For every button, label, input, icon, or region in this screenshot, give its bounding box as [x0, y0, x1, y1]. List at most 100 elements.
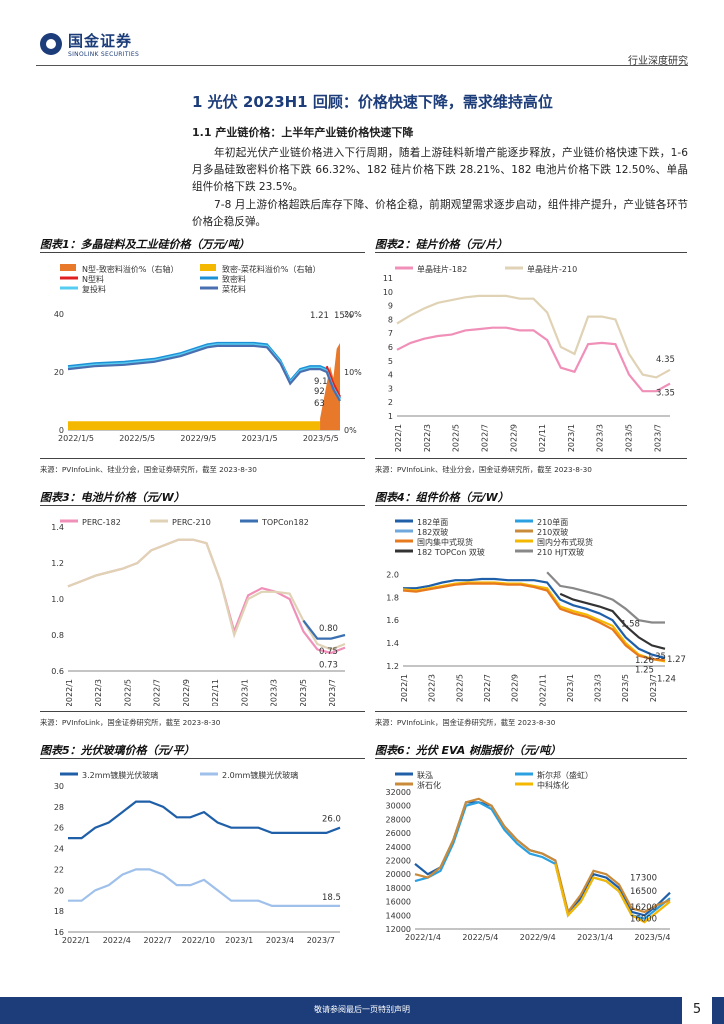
series-line-0 [68, 800, 341, 840]
figure-6-rule [375, 758, 687, 759]
legend-swatch-1 [200, 264, 216, 271]
y-tick-4: 24 [54, 845, 64, 854]
x-tick-7: 2023/3 [596, 424, 605, 452]
figure-1-source: 来源：PVInfoLink、硅业分会，国金证券研究所，截至 2023-8-30 [40, 465, 257, 474]
x-tick-3: 2022/7 [483, 674, 492, 702]
value-label-0: 0.80 [319, 624, 338, 634]
x-tick-0: 2022/1 [394, 424, 403, 452]
x-tick-9: 2023/7 [653, 424, 662, 452]
x-tick-0: 2022/1 [62, 936, 90, 945]
series-line-0 [396, 326, 671, 393]
x-tick-1: 2022/5/4 [462, 933, 498, 942]
value-label-1: 15% [334, 311, 353, 321]
y-tick-2: 20 [54, 886, 64, 895]
y-tick-3: 22 [54, 865, 64, 874]
area-ntype-premium [320, 343, 340, 430]
series-line-1 [67, 538, 346, 651]
x-tick-9: 2023/7 [328, 679, 337, 706]
x-tick-6: 2023/7 [307, 936, 335, 945]
x-tick-0: 2022/1/5 [58, 434, 94, 443]
x-tick-2: 2022/7 [144, 936, 172, 945]
y-tick-1: 20 [54, 368, 64, 377]
series-line-4 [402, 582, 666, 662]
x-tick-0: 2022/1 [400, 674, 409, 702]
x-tick-5: 2023/4 [266, 936, 294, 945]
figure-1-rule [40, 252, 365, 253]
y-tick-0: 12000 [386, 925, 411, 934]
chart-glass-price: 3.2mm镀膜光伏玻璃 2.0mm镀膜光伏玻璃 16 18 20 22 24 26 28 30 20… [54, 770, 341, 945]
section-title: 1 光伏 2023H1 回顾：价格快速下降，需求维持高位 [192, 93, 553, 111]
x-tick-3: 2023/1/4 [577, 933, 613, 942]
y-tick-0: 1.2 [386, 662, 399, 671]
chart-eva-price: 联泓 斯尔邦（盛虹） 浙石化 中科炼化 12000 14000 16000 18000 2000… [386, 770, 671, 942]
y-tick-2: 1.6 [386, 616, 399, 625]
y-tick-0: 0.6 [51, 667, 64, 676]
y-tick-4: 20000 [386, 870, 411, 879]
x-tick-4: 2022/9 [509, 424, 518, 452]
value-label-4: 1.25 [635, 665, 654, 675]
x-tick-2: 2022/5 [123, 679, 132, 706]
series-line-0 [403, 577, 666, 660]
figure-3-source: 来源：PVInfoLink，国金证券研究所，截至 2023-8-30 [40, 718, 221, 727]
y2-tick-0: 0% [344, 426, 357, 435]
y-tick-9: 30000 [386, 802, 411, 811]
series-line-1 [559, 592, 666, 650]
y-tick-8: 9 [388, 302, 393, 311]
y-tick-4: 2.0 [386, 570, 399, 579]
y-tick-0: 16 [54, 928, 64, 937]
y-tick-3: 1.8 [386, 593, 399, 602]
y-tick-2: 1.0 [51, 595, 64, 604]
legend-label-7: 210 HJT双玻 [537, 547, 584, 557]
x-tick-2: 2022/5 [452, 424, 461, 452]
figure-2-title: 图表2：硅片价格（元/片） [375, 238, 508, 251]
x-tick-0: 2022/1/4 [405, 933, 441, 942]
figure-1-bottom-rule [40, 458, 365, 459]
x-tick-2: 2022/5 [455, 674, 464, 702]
paragraph-2: 7-8 月上游价格超跌后库存下降、价格企稳，前期观望需求逐步启动，组件排产提升，… [192, 199, 688, 228]
value-label-1: 1.35 [647, 652, 666, 662]
x-tick-4: 2022/9 [182, 679, 191, 706]
legend-label-2: TOPCon182 [261, 518, 309, 527]
figure-6-title: 图表6：光伏 EVA 树脂报价（元/吨） [375, 744, 562, 757]
x-tick-4: 2023/5/4 [635, 933, 671, 942]
x-tick-1: 2022/3 [428, 674, 437, 702]
figure-3-bottom-rule [40, 711, 365, 712]
legend-label-2: N型料 [82, 274, 104, 284]
logo-cn: 国金证券 [68, 32, 133, 50]
x-tick-3: 2023/1/5 [242, 434, 278, 443]
x-tick-1: 2022/4 [103, 936, 131, 945]
series-line-1 [325, 365, 341, 398]
value-label-2: 16200 [630, 903, 657, 913]
figure-2-source: 来源：PVInfoLink、硅业分会，国金证券研究所，截至 2023-8-30 [375, 465, 592, 474]
legend-label-1: 2.0mm镀膜光伏玻璃 [222, 770, 298, 780]
value-label-3: 92 [314, 387, 325, 397]
y-tick-2: 3 [388, 384, 393, 393]
value-label-1: 0.75 [319, 647, 338, 657]
x-tick-6: 2023/1 [567, 424, 576, 452]
x-tick-8: 2023/5 [625, 424, 634, 452]
legend-label-0: 联泓 [417, 771, 433, 780]
y-tick-3: 18000 [386, 884, 411, 893]
legend-label-3: 210双玻 [537, 527, 568, 537]
value-label-1: 3.35 [656, 389, 675, 399]
y-tick-2: 40 [54, 310, 64, 319]
x-tick-8: 2023/5 [621, 674, 630, 702]
x-tick-3: 2022/10 [182, 936, 215, 945]
value-label-0: 1.58 [621, 620, 640, 630]
figure-1-title: 图表1：多晶硅料及工业硅价格（万元/吨） [40, 238, 250, 251]
legend-label-4: 复投料 [82, 284, 106, 294]
value-label-4: 63 [314, 399, 325, 409]
value-label-0: 26.0 [322, 815, 341, 825]
value-label-2: 9.1 [314, 377, 328, 387]
chart-cell-price: PERC-182 PERC-210 TOPCon182 0.6 0.8 1.0 1.2 1.4… [51, 518, 346, 706]
y-tick-1: 0.8 [51, 631, 64, 640]
legend-label-2: 浙石化 [417, 780, 441, 790]
figure-2-bottom-rule [375, 458, 687, 459]
series-line-2 [546, 571, 665, 624]
figure-4-source: 来源：PVInfoLink，国金证券研究所，截至 2023-8-30 [375, 718, 556, 727]
y-tick-7: 8 [388, 315, 393, 324]
series-line-1 [68, 868, 340, 907]
x-tick-3: 2022/7 [480, 424, 489, 452]
y-tick-0: 1 [388, 412, 393, 421]
